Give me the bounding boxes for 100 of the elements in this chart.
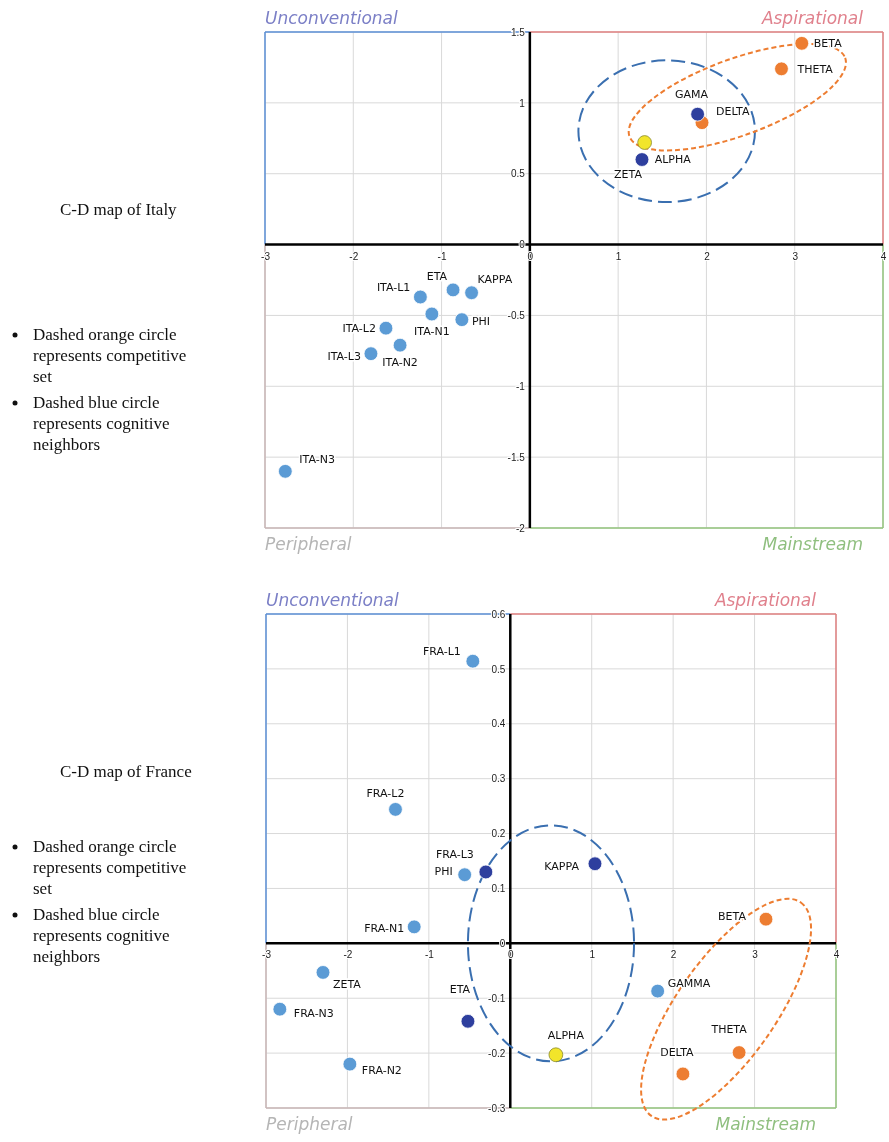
x-tick-label: 0 (527, 250, 534, 262)
x-tick-label: 2 (670, 949, 677, 961)
series-label: ITA-L1 (376, 281, 411, 295)
point (460, 1013, 476, 1029)
y-tick-label: 0.5 (491, 663, 506, 675)
x-tick-label: -3 (261, 250, 271, 262)
y-tick-label: 0.3 (491, 773, 506, 785)
x-tick-label: 3 (792, 250, 799, 262)
x-tick-label: 3 (752, 949, 759, 961)
y-tick-label: -0.1 (488, 992, 506, 1004)
series-label: FRA-L3 (435, 847, 474, 861)
point (774, 61, 789, 77)
y-tick-label: -0.2 (488, 1047, 506, 1059)
series-label: FRA-N2 (361, 1064, 402, 1078)
x-tick-label: -2 (349, 250, 359, 262)
series-label: PHI (434, 864, 453, 878)
series-label: BETA (813, 37, 843, 51)
x-tick-label: 4 (880, 250, 887, 262)
series-label: FRA-L1 (422, 645, 461, 659)
point (392, 337, 408, 353)
x-tick-label: -1 (437, 250, 447, 262)
text: Aspirational (760, 8, 864, 28)
series-label: BETA (718, 910, 747, 924)
text: Dashed blue circle represents cognitive neighbors (33, 393, 170, 454)
x-tick-label: 2 (704, 250, 711, 262)
point (587, 856, 603, 872)
y-tick-label: 0.5 (510, 168, 526, 180)
series-label: GAMMA (667, 977, 711, 991)
point (424, 306, 440, 322)
point (342, 1056, 358, 1072)
series-label: ZETA (614, 167, 643, 181)
point (388, 802, 403, 817)
x-tick-label: 4 (833, 949, 840, 961)
text: Peripheral (265, 534, 352, 554)
text: Mainstream (715, 1114, 816, 1134)
y-tick-label: -0.3 (488, 1102, 506, 1114)
text: Unconventional (265, 8, 399, 28)
y-tick-label: -2 (515, 522, 526, 534)
series-label: ZETA (333, 978, 362, 992)
x-tick-label: -2 (343, 949, 353, 961)
series-label: ITA-L3 (327, 349, 361, 363)
x-tick-label: 1 (589, 949, 596, 961)
y-tick-label: 1 (519, 97, 526, 109)
series-label: FRA-N1 (364, 921, 405, 935)
series-label: FRA-N3 (293, 1007, 334, 1021)
series-label: ITA-N3 (299, 453, 335, 467)
point (454, 312, 470, 327)
x-tick-label: -1 (424, 949, 435, 961)
y-tick-label: -1.5 (507, 451, 526, 463)
text: C-D map of Italy (60, 200, 178, 219)
text: Dashed orange circle represents competitive set (33, 325, 187, 386)
y-tick-label: 0.4 (491, 718, 506, 730)
point (464, 285, 479, 301)
point (478, 864, 494, 880)
point (378, 320, 394, 336)
y-tick-label: -0.5 (507, 310, 526, 322)
series-label: PHI (471, 314, 491, 328)
text: Dashed orange circle represents competitive set (33, 837, 187, 898)
x-tick-label: -3 (262, 949, 272, 961)
point (637, 135, 652, 150)
point (413, 289, 428, 305)
series-label: KAPPA (477, 272, 513, 286)
point (272, 1001, 288, 1017)
series-label: ETA (426, 269, 448, 283)
series-label: ALPHA (654, 152, 692, 166)
point (457, 867, 472, 883)
series-label: ITA-L2 (342, 322, 376, 336)
text: C-D map of France (60, 762, 192, 781)
series-label: THETA (710, 1022, 748, 1036)
text: Dashed blue circle represents cognitive neighbors (33, 905, 170, 966)
point (758, 911, 774, 927)
text: Peripheral (266, 1114, 353, 1134)
point (315, 965, 331, 980)
y-tick-label: -1 (515, 380, 526, 392)
x-tick-label: 1 (615, 250, 622, 262)
text: Aspirational (713, 590, 817, 610)
y-tick-label: 0 (499, 938, 506, 950)
point (278, 464, 293, 479)
series-label: ALPHA (547, 1028, 585, 1042)
point (634, 152, 650, 167)
series-label: FRA-L2 (366, 787, 405, 801)
y-tick-label: 0.1 (491, 883, 506, 895)
point (690, 106, 705, 122)
point (650, 983, 665, 999)
series-label: DELTA (716, 104, 750, 118)
point (363, 346, 379, 361)
series-label: ITA-N1 (414, 325, 450, 339)
point (465, 653, 481, 669)
y-tick-label: 0 (519, 239, 526, 251)
point (445, 282, 461, 298)
point (548, 1047, 564, 1063)
series-label: KAPPA (544, 859, 580, 873)
point (406, 919, 422, 935)
series-label: ETA (449, 983, 471, 997)
series-label: THETA (796, 62, 834, 76)
text: Unconventional (266, 590, 400, 610)
series-label: DELTA (660, 1045, 695, 1059)
series-label: ITA-N2 (382, 356, 418, 370)
text: Mainstream (762, 534, 863, 554)
series-label: GAMA (675, 88, 709, 102)
